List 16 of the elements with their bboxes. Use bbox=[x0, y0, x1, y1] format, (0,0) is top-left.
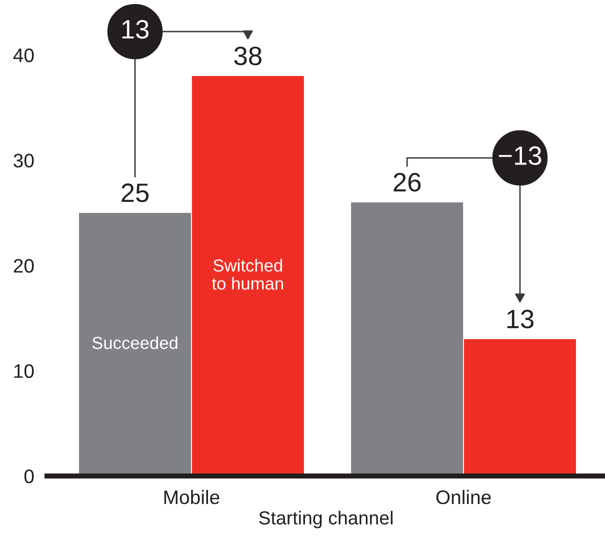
x-axis-title: Starting channel bbox=[259, 510, 393, 528]
y-tick-label: 20 bbox=[14, 258, 34, 273]
data-label: 13 bbox=[507, 310, 534, 328]
text: 13 bbox=[122, 20, 149, 39]
x-tick-label: Online bbox=[436, 490, 491, 504]
data-label: 26 bbox=[394, 172, 421, 192]
y-tick-label: 10 bbox=[14, 364, 34, 378]
data-label: 25 bbox=[122, 183, 149, 202]
x-tick-label: Mobile bbox=[164, 490, 220, 504]
y-tick-label: 40 bbox=[13, 48, 34, 62]
data-label: 38 bbox=[234, 46, 262, 66]
y-tick-label: 30 bbox=[14, 154, 34, 168]
series-label: Switched to human bbox=[212, 258, 283, 290]
series-label: Succeeded bbox=[92, 336, 178, 350]
annotation: −13 bbox=[498, 146, 542, 165]
y-tick-label: 0 bbox=[24, 469, 34, 484]
